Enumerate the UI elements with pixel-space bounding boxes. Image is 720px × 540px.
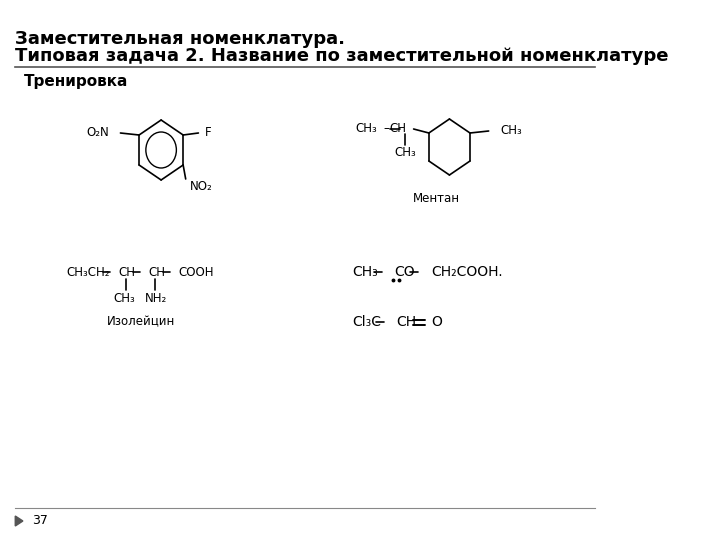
Text: Ментан: Ментан bbox=[413, 192, 460, 206]
Text: CH₃: CH₃ bbox=[500, 124, 522, 137]
Text: –: – bbox=[383, 123, 389, 136]
Text: CH: CH bbox=[396, 315, 416, 329]
Text: O: O bbox=[431, 315, 443, 329]
Text: CH₃CH₂: CH₃CH₂ bbox=[66, 266, 109, 279]
Text: Заместительная номенклатура.: Заместительная номенклатура. bbox=[15, 30, 346, 48]
Text: CH₃: CH₃ bbox=[356, 122, 377, 134]
Text: NO₂: NO₂ bbox=[190, 180, 212, 193]
Text: CH₃: CH₃ bbox=[114, 293, 135, 306]
Text: NH₂: NH₂ bbox=[145, 293, 167, 306]
Text: CH: CH bbox=[390, 123, 407, 136]
Text: CH₂COOH.: CH₂COOH. bbox=[431, 265, 503, 279]
Text: Типовая задача 2. Название по заместительной номенклатуре: Типовая задача 2. Название по заместител… bbox=[15, 47, 669, 65]
Text: CO: CO bbox=[395, 265, 415, 279]
Text: COOH: COOH bbox=[178, 266, 214, 279]
Text: Тренировка: Тренировка bbox=[24, 74, 128, 89]
Text: CH₃: CH₃ bbox=[352, 265, 378, 279]
Text: 37: 37 bbox=[32, 515, 48, 528]
Text: Изолейцин: Изолейцин bbox=[107, 315, 175, 328]
Text: O₂N: O₂N bbox=[86, 125, 109, 138]
Text: CH: CH bbox=[148, 266, 166, 279]
Polygon shape bbox=[15, 516, 23, 526]
Text: F: F bbox=[205, 126, 212, 139]
Text: Cl₃C: Cl₃C bbox=[352, 315, 381, 329]
Text: CH₃: CH₃ bbox=[395, 146, 416, 159]
Text: CH: CH bbox=[119, 266, 135, 279]
